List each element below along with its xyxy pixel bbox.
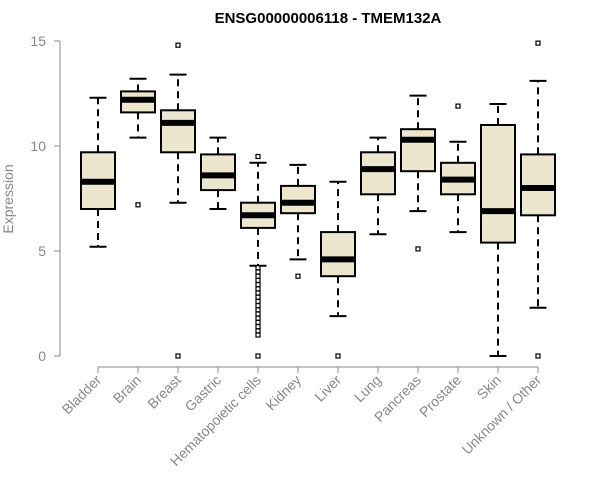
- outlier-point: [255, 353, 261, 359]
- x-tick-label: Kidney: [263, 372, 305, 414]
- box: [200, 153, 236, 192]
- outlier-point: [255, 294, 261, 300]
- box-group: [440, 103, 476, 234]
- outlier-point: [255, 269, 261, 275]
- outlier-point: [255, 328, 261, 334]
- outlier-point: [255, 324, 261, 330]
- box: [400, 128, 436, 173]
- box-group: [120, 77, 156, 208]
- box: [520, 153, 556, 217]
- box: [280, 184, 316, 215]
- box: [480, 124, 516, 244]
- outlier-point: [415, 246, 421, 252]
- box-group: [160, 42, 196, 359]
- outlier-point: [255, 277, 261, 283]
- box: [320, 231, 356, 278]
- outlier-point: [295, 273, 301, 279]
- x-tick-label: Lung: [351, 372, 384, 405]
- box-group: [280, 163, 316, 279]
- outlier-point: [255, 303, 261, 309]
- box-group: [240, 153, 276, 359]
- x-tick-label: Brain: [110, 372, 144, 406]
- box-group: [400, 94, 436, 252]
- outlier-point: [255, 307, 261, 313]
- outlier-point: [455, 103, 461, 109]
- outlier-point: [255, 315, 261, 321]
- outlier-point: [255, 265, 261, 271]
- outlier-point: [535, 40, 541, 46]
- x-tick-label: Skin: [474, 372, 505, 403]
- outlier-point: [255, 273, 261, 279]
- outlier-point: [255, 311, 261, 317]
- outlier-point: [255, 286, 261, 292]
- box-group: [520, 40, 556, 359]
- chart-title: ENSG00000006118 - TMEM132A: [215, 10, 442, 27]
- outlier-point: [255, 153, 261, 160]
- box-group: [200, 136, 236, 210]
- box: [360, 151, 396, 196]
- outlier-point: [255, 332, 261, 338]
- x-tick-label: Liver: [311, 372, 344, 405]
- outlier-point: [255, 282, 261, 288]
- y-tick-label: 5: [38, 243, 46, 259]
- box-group: [480, 103, 516, 357]
- box-group: [80, 96, 116, 248]
- y-tick-label: 10: [30, 138, 46, 154]
- box: [160, 109, 196, 154]
- outlier-point: [255, 298, 261, 304]
- y-tick-label: 0: [38, 348, 46, 364]
- outlier-point: [535, 353, 541, 359]
- x-tick-label: Bladder: [59, 372, 105, 418]
- box-group: [360, 136, 396, 236]
- y-axis: 0 5 10 15: [30, 33, 61, 364]
- x-tick-label: Prostate: [416, 372, 464, 420]
- y-tick-label: 15: [30, 33, 46, 49]
- outlier-point: [175, 42, 181, 48]
- outlier-point: [335, 353, 341, 359]
- y-axis-label: Expression: [0, 164, 16, 233]
- x-tick-label: Breast: [144, 372, 184, 412]
- outlier-point: [255, 290, 261, 296]
- boxes-group: [80, 40, 556, 359]
- box-group: [320, 180, 356, 359]
- outlier-point: [175, 353, 181, 359]
- outlier-point: [135, 202, 141, 208]
- outlier-point: [255, 319, 261, 325]
